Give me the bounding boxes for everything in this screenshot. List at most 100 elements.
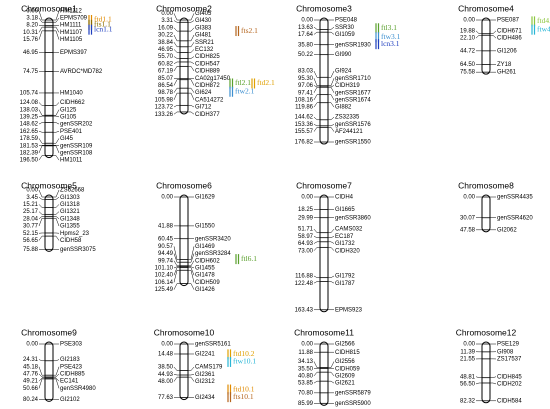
- connector: [53, 109, 60, 116]
- marker-position: 144.62: [295, 115, 314, 121]
- marker-name: GI882: [335, 105, 352, 111]
- connector: [328, 102, 335, 108]
- qtl-label: ftd1.1: [94, 15, 112, 24]
- marker-position: 28.04: [23, 216, 39, 222]
- marker-position: 35.50: [298, 366, 314, 372]
- connector: [53, 122, 60, 125]
- marker-name: GI1792: [335, 274, 355, 280]
- marker-position: 138.03: [20, 107, 39, 113]
- connector: [313, 94, 320, 101]
- marker-name: genSSR5900: [335, 401, 371, 407]
- connector: [38, 378, 45, 389]
- marker-position: 25.17: [23, 209, 39, 215]
- marker-name: CIDH889: [195, 69, 220, 75]
- marker-name: genSSR3420: [195, 236, 231, 242]
- marker-name: genSSR202: [60, 122, 93, 128]
- marker-position: 35.80: [298, 42, 314, 48]
- marker-name: CA514272: [195, 97, 224, 103]
- marker-position: 196.50: [20, 158, 39, 164]
- marker-name: genSSR1576: [335, 122, 371, 128]
- marker-position: 49.21: [23, 379, 39, 385]
- connector: [53, 197, 60, 200]
- marker-position: 0.00: [161, 11, 173, 17]
- marker-position: 13.63: [298, 25, 314, 31]
- connector: [475, 382, 482, 385]
- qtl-label: ftw10.1: [233, 357, 256, 366]
- marker-position: 181.53: [20, 143, 39, 149]
- connector: [38, 115, 45, 118]
- marker-position: 80.24: [23, 397, 39, 403]
- marker-position: 75.58: [460, 70, 476, 76]
- connector: [53, 30, 60, 40]
- marker-position: 105.98: [155, 97, 174, 103]
- marker-position: 0.00: [161, 342, 173, 348]
- marker-position: 64.50: [460, 62, 476, 68]
- marker-position: 97.41: [298, 90, 314, 96]
- marker-position: 0.00: [463, 18, 475, 24]
- connector: [328, 371, 335, 377]
- connector: [53, 217, 60, 227]
- connector: [313, 241, 320, 244]
- connector: [38, 189, 45, 198]
- marker-position: 8.20: [26, 23, 38, 29]
- marker-position: 124.08: [20, 100, 39, 106]
- marker-name: HM1111: [60, 23, 82, 29]
- marker-name: HM1040: [60, 91, 83, 97]
- marker-name: GI2566: [335, 342, 355, 348]
- connector: [173, 283, 180, 290]
- marker-position: 55.70: [158, 54, 174, 60]
- connector: [328, 70, 335, 78]
- marker-position: 60.82: [158, 61, 174, 67]
- marker-name: GI405: [195, 11, 212, 17]
- marker-position: 46.95: [158, 47, 174, 53]
- marker-position: 29.99: [298, 215, 314, 221]
- qtl-label: fts10.1: [233, 392, 254, 401]
- connector: [313, 31, 320, 35]
- connector: [328, 94, 335, 101]
- connector: [173, 253, 180, 263]
- connector: [188, 260, 195, 267]
- marker-name: CIDH319: [335, 83, 360, 89]
- marker-position: 0.00: [301, 342, 313, 348]
- marker-name: genSSR1677: [335, 90, 371, 96]
- connector: [53, 378, 60, 389]
- connector: [38, 17, 45, 23]
- connector: [173, 269, 180, 283]
- connector: [328, 116, 335, 121]
- marker-name: GI624: [195, 90, 212, 96]
- chromosome-bar: [319, 341, 329, 406]
- marker-position: 30.77: [23, 224, 39, 230]
- connector: [173, 42, 180, 48]
- marker-position: 163.43: [295, 307, 314, 313]
- marker-name: PSE087: [497, 18, 520, 24]
- marker-position: 3.45: [26, 195, 38, 201]
- connector: [313, 124, 320, 127]
- marker-position: 148.62: [20, 122, 39, 128]
- connector: [188, 56, 195, 59]
- marker-name: SSR30: [335, 25, 355, 31]
- marker-name: GI125: [60, 107, 77, 113]
- marker-name: EPMS397: [60, 50, 88, 56]
- marker-position: 40.80: [298, 374, 314, 380]
- connector: [38, 235, 45, 241]
- marker-name: GI2241: [195, 352, 215, 358]
- connector: [188, 266, 195, 269]
- marker-name: HM1105: [60, 37, 83, 43]
- marker-position: 162.65: [20, 129, 39, 135]
- marker-position: 98.78: [158, 90, 174, 96]
- connector: [53, 373, 60, 378]
- connector: [173, 13, 180, 21]
- qtl-label: ftd4.1: [537, 16, 550, 25]
- marker-name: EC132: [195, 47, 214, 53]
- marker-position: 21.55: [460, 357, 476, 363]
- marker-name: GI1355: [60, 224, 80, 230]
- marker-name: genSSR5161: [195, 342, 231, 348]
- marker-position: 73.00: [298, 248, 314, 254]
- marker-position: 18.25: [298, 207, 314, 213]
- connector: [38, 217, 45, 227]
- marker-name: genSSR4980: [60, 386, 96, 392]
- connector: [313, 371, 320, 377]
- connector: [313, 281, 320, 284]
- chromosome-bar: [319, 194, 329, 313]
